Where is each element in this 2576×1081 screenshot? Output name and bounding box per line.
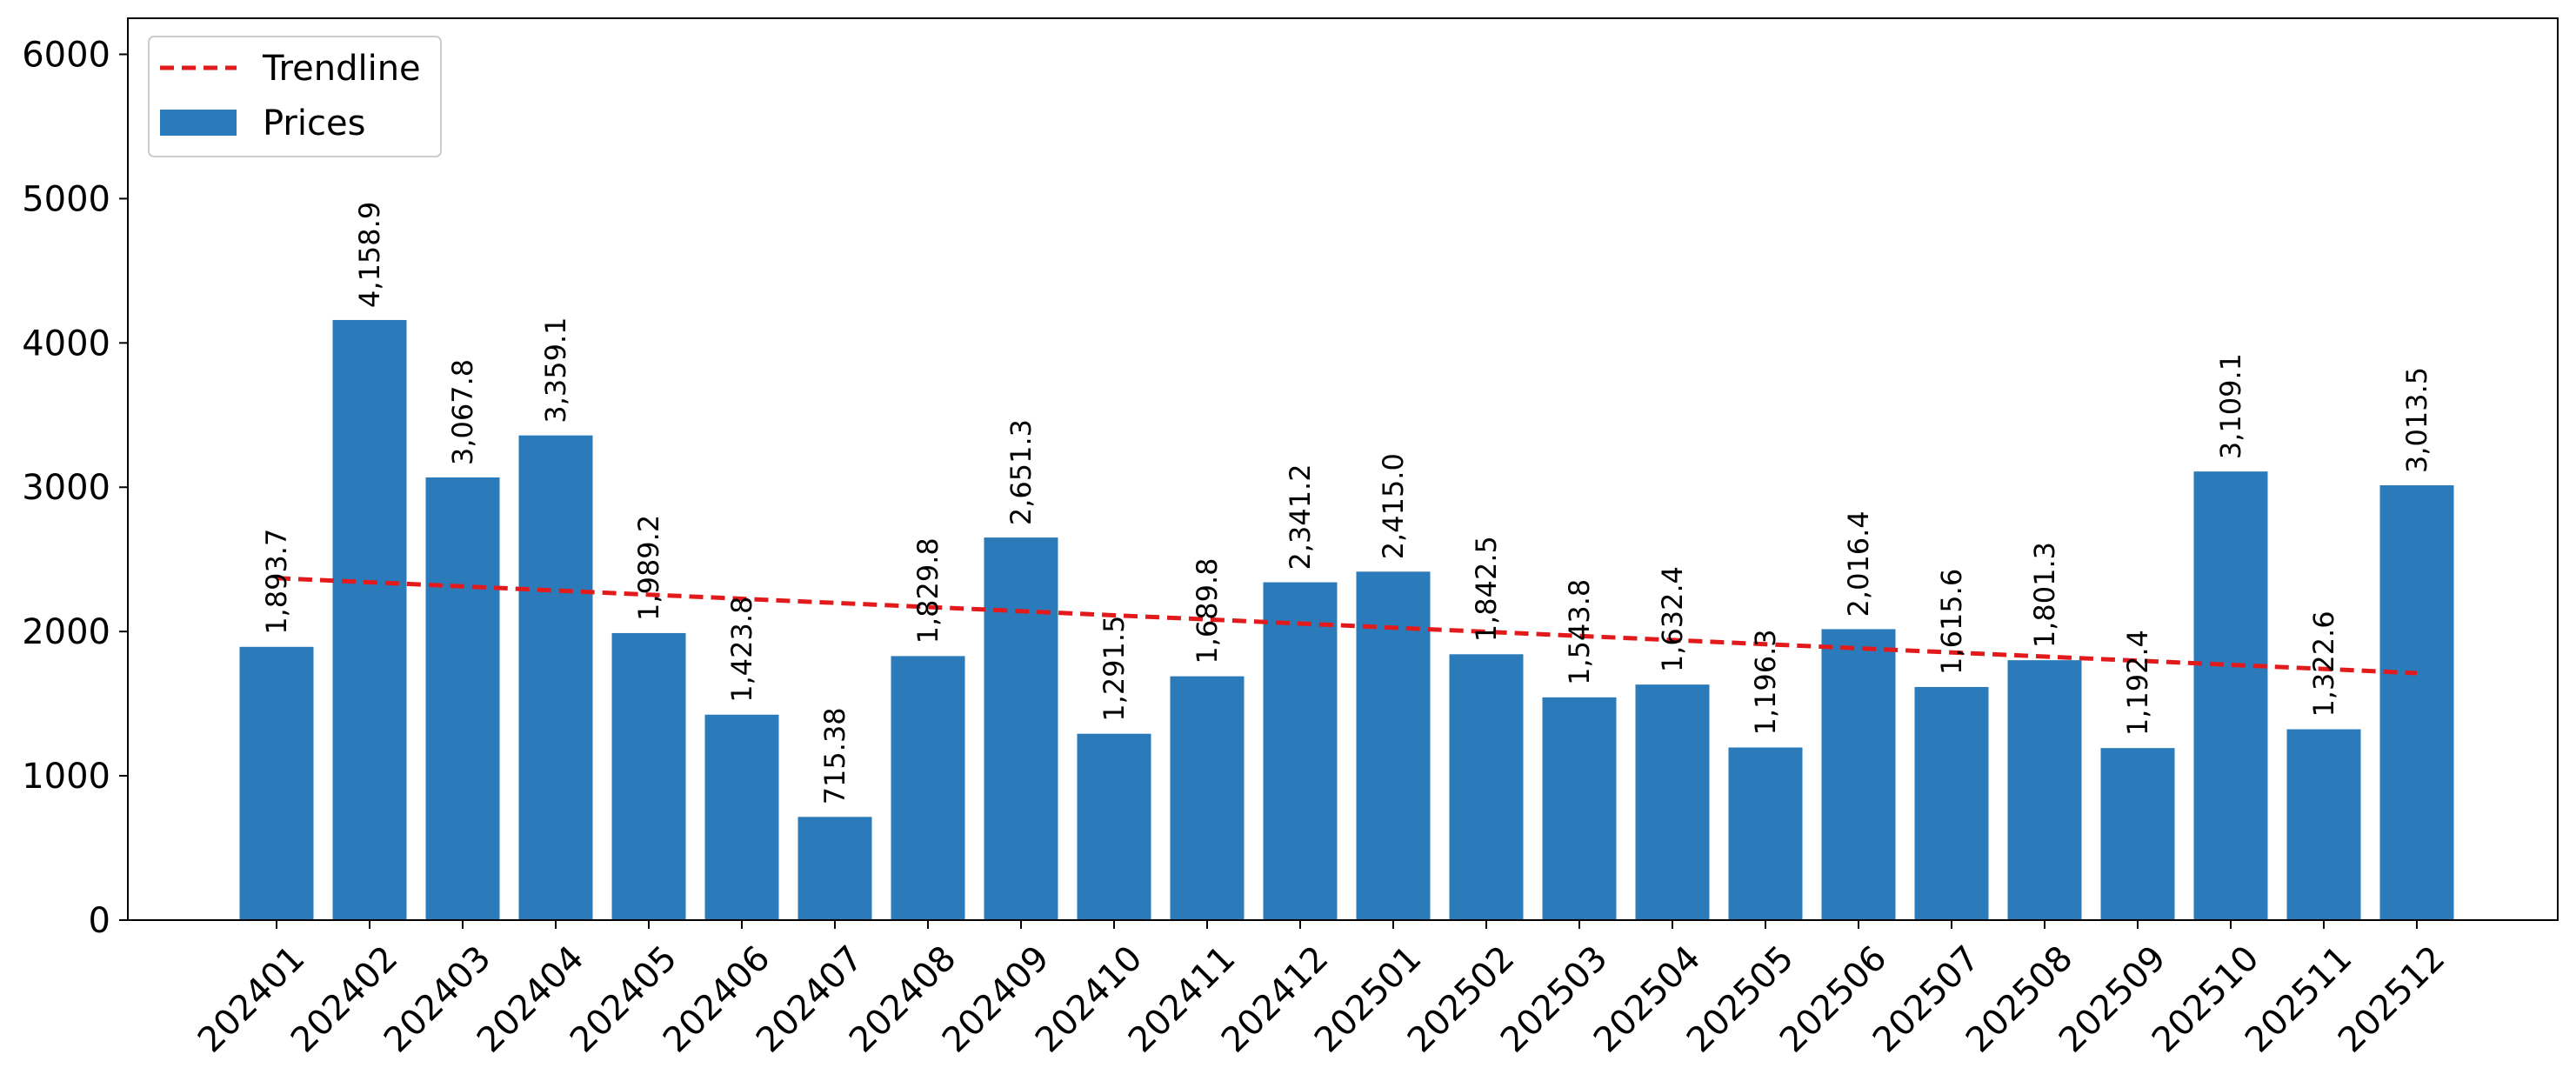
bar-202411 [1170,676,1245,920]
bar-202407 [797,817,872,920]
data-label-202412: 2,341.2 [1284,464,1317,570]
plot-frame [127,17,2559,921]
trendline [276,576,2418,676]
data-label-202508: 1,801.3 [2028,542,2061,648]
data-label-202512: 3,013.5 [2400,367,2433,473]
data-label-202405: 1,989.2 [632,515,665,621]
bar-202408 [891,656,965,920]
bar-202405 [611,632,686,920]
data-label-202505: 1,196.3 [1749,629,1782,735]
data-label-202404: 3,359.1 [539,317,572,424]
data-label-202502: 1,842.5 [1470,536,1503,642]
bar-202512 [2379,485,2454,920]
bar-202511 [2286,729,2361,920]
legend: Trendline Prices [148,36,442,157]
data-label-202510: 3,109.1 [2214,353,2247,459]
bar-202404 [518,435,593,920]
y-tick-label-3000: 3000 [22,468,110,508]
data-label-202501: 2,415.0 [1377,453,1410,559]
y-tick-label-1000: 1000 [22,757,110,797]
data-label-202407: 715.38 [818,707,851,804]
data-label-202403: 3,067.8 [446,359,479,465]
bar-202502 [1449,654,1524,920]
data-label-202503: 1,543.8 [1563,579,1596,685]
bar-202505 [1728,747,1803,920]
bar-202406 [704,714,779,920]
data-label-202507: 1,615.6 [1935,569,1968,675]
bar-202507 [1914,686,1989,920]
data-label-202504: 1,632.4 [1656,566,1689,672]
data-labels-group: 1,893.7 4,158.9 3,067.8 3,359.1 1,989.2 1,423… [260,202,2433,804]
bar-202410 [1077,733,1151,920]
y-tick-label-0: 0 [89,901,110,941]
bar-202501 [1356,571,1431,920]
bar-202402 [332,319,407,920]
data-label-202509: 1,192.4 [2121,630,2154,736]
legend-prices-label: Prices [263,103,365,143]
data-label-202506: 2,016.4 [1842,510,1875,617]
bar-202506 [1821,629,1896,920]
bar-202503 [1542,697,1617,920]
data-label-202406: 1,423.8 [725,597,758,703]
y-tick-label-6000: 6000 [22,35,110,75]
y-tick-label-4000: 4000 [22,324,110,364]
data-label-202411: 1,689.8 [1191,557,1224,664]
bar-202509 [2100,748,2175,920]
data-label-202409: 2,651.3 [1004,419,1038,525]
data-label-202410: 1,291.5 [1098,616,1131,722]
legend-prices-swatch [160,110,237,136]
bar-202510 [2193,471,2268,920]
data-label-202401: 1,893.7 [260,529,293,635]
x-axis: 2024012024022024032024042024052024062024… [190,920,2453,1060]
y-tick-label-5000: 5000 [22,179,110,219]
bar-202401 [239,646,314,920]
trendline-group [276,576,2418,676]
bar-202504 [1635,684,1710,920]
bars-group [239,319,2454,920]
data-label-202408: 1,829.8 [911,537,944,644]
y-tick-label-2000: 2000 [22,612,110,652]
bar-202403 [425,477,500,920]
data-label-202511: 1,322.6 [2307,611,2340,717]
bar-202412 [1263,582,1338,920]
bar-202409 [984,537,1058,920]
legend-trendline-label: Trendline [262,49,421,89]
bar-202508 [2007,660,2082,920]
data-label-202402: 4,158.9 [353,202,386,308]
y-axis: 0 1000 2000 3000 4000 5000 6000 [22,35,128,941]
